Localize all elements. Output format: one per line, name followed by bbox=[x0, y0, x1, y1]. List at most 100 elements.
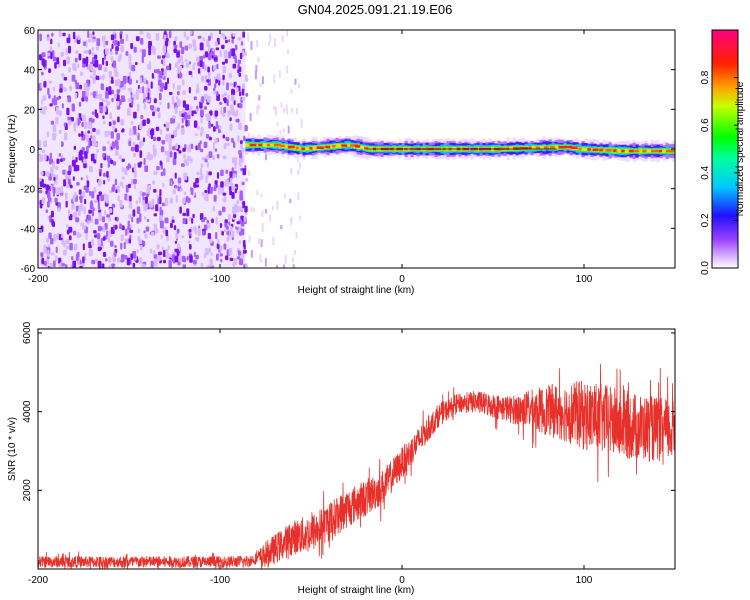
noise-speck bbox=[131, 94, 135, 98]
noise-speck bbox=[237, 250, 241, 256]
noise-speck bbox=[233, 100, 236, 106]
noise-speck bbox=[239, 231, 243, 236]
noise-speck bbox=[214, 138, 218, 144]
noise-speck bbox=[88, 38, 92, 43]
noise-speck bbox=[211, 186, 214, 192]
noise-speck bbox=[117, 116, 120, 123]
noise-speck bbox=[88, 140, 91, 148]
noise-speck bbox=[237, 135, 240, 143]
noise-speck bbox=[126, 257, 131, 266]
noise-speck bbox=[121, 185, 124, 189]
noise-speck bbox=[207, 44, 211, 52]
noise-speck bbox=[283, 108, 285, 113]
noise-speck bbox=[55, 116, 59, 125]
noise-speck bbox=[199, 55, 204, 61]
noise-speck bbox=[60, 51, 65, 57]
noise-speck bbox=[181, 163, 185, 167]
noise-speck bbox=[199, 175, 202, 181]
noise-speck bbox=[140, 37, 144, 45]
noise-speck bbox=[211, 218, 214, 224]
signal-peak bbox=[578, 147, 582, 151]
signal-band-cell bbox=[530, 146, 534, 150]
noise-speck bbox=[162, 58, 166, 67]
noise-speck bbox=[186, 208, 190, 217]
noise-speck bbox=[74, 57, 78, 63]
noise-speck bbox=[183, 112, 188, 120]
noise-speck bbox=[88, 49, 92, 55]
noise-speck bbox=[233, 141, 236, 149]
noise-speck bbox=[294, 266, 297, 268]
noise-speck bbox=[103, 193, 106, 197]
noise-speck bbox=[74, 66, 77, 72]
noise-speck bbox=[112, 120, 116, 126]
noise-speck bbox=[147, 92, 150, 100]
noise-speck bbox=[197, 68, 201, 74]
noise-speck bbox=[45, 209, 49, 214]
noise-speck bbox=[242, 31, 245, 38]
noise-speck bbox=[234, 55, 237, 63]
noise-speck bbox=[101, 216, 106, 223]
noise-speck bbox=[234, 159, 238, 165]
noise-speck bbox=[216, 92, 219, 97]
signal-band-cell bbox=[632, 149, 636, 153]
noise-speck bbox=[188, 86, 191, 94]
noise-speck bbox=[155, 204, 159, 212]
noise-speck bbox=[73, 243, 78, 251]
signal-peak bbox=[350, 144, 358, 147]
noise-speck bbox=[43, 66, 47, 70]
noise-speck bbox=[105, 258, 108, 262]
noise-speck bbox=[190, 158, 193, 164]
noise-speck bbox=[221, 44, 225, 50]
noise-speck bbox=[63, 179, 66, 187]
noise-speck bbox=[63, 77, 68, 81]
noise-speck bbox=[98, 179, 102, 185]
noise-speck bbox=[92, 51, 95, 57]
noise-speck bbox=[60, 158, 63, 162]
signal-peak bbox=[520, 147, 528, 150]
noise-speck bbox=[126, 194, 129, 202]
noise-speck bbox=[61, 263, 65, 267]
noise-speck bbox=[66, 56, 70, 65]
spectrogram-x-label: Height of straight line (km) bbox=[298, 285, 415, 296]
noise-speck bbox=[151, 73, 154, 79]
noise-speck bbox=[75, 253, 79, 261]
noise-speck bbox=[78, 189, 82, 195]
noise-speck bbox=[127, 87, 131, 92]
noise-speck bbox=[295, 231, 298, 239]
noise-speck bbox=[176, 98, 181, 107]
noise-speck bbox=[68, 45, 71, 54]
noise-speck bbox=[139, 150, 143, 158]
noise-speck bbox=[169, 136, 173, 143]
noise-speck bbox=[119, 181, 124, 186]
noise-speck bbox=[65, 245, 70, 250]
noise-speck bbox=[105, 99, 108, 104]
noise-speck bbox=[228, 51, 232, 59]
noise-speck bbox=[102, 121, 106, 125]
noise-speck bbox=[100, 238, 103, 247]
noise-speck bbox=[127, 108, 131, 116]
noise-speck bbox=[201, 265, 204, 268]
signal-peak bbox=[324, 145, 331, 149]
noise-speck bbox=[152, 180, 155, 185]
noise-speck bbox=[220, 258, 223, 263]
noise-speck bbox=[112, 161, 117, 166]
noise-speck bbox=[287, 155, 290, 159]
noise-speck bbox=[232, 206, 236, 215]
noise-speck bbox=[207, 66, 210, 73]
noise-speck bbox=[229, 189, 232, 196]
noise-speck bbox=[197, 228, 201, 236]
noise-speck bbox=[92, 69, 96, 76]
noise-speck bbox=[261, 210, 264, 217]
spectrogram-y-label: Frequency (Hz) bbox=[7, 115, 18, 184]
noise-speck bbox=[91, 210, 94, 217]
noise-speck bbox=[183, 172, 188, 181]
noise-speck bbox=[254, 70, 257, 80]
noise-speck bbox=[100, 83, 104, 91]
noise-speck bbox=[101, 35, 105, 42]
noise-speck bbox=[108, 121, 112, 127]
noise-speck bbox=[159, 101, 162, 105]
noise-speck bbox=[86, 180, 90, 188]
noise-speck bbox=[233, 111, 237, 117]
noise-speck bbox=[212, 155, 216, 161]
